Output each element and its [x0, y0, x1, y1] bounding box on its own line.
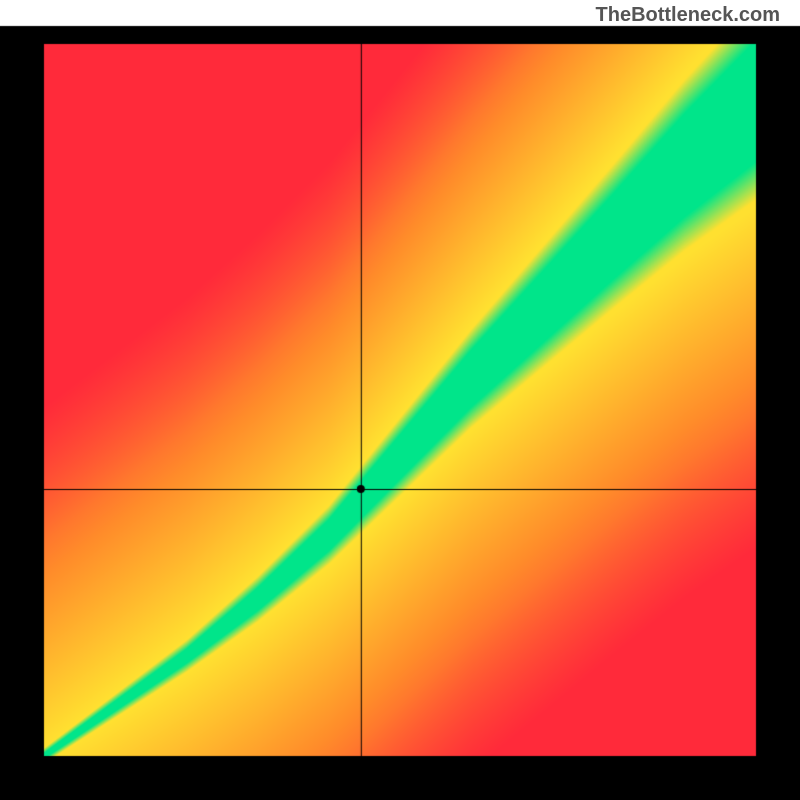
chart-container: TheBottleneck.com	[0, 0, 800, 800]
watermark-text: TheBottleneck.com	[596, 4, 780, 27]
heatmap-canvas	[0, 0, 800, 800]
